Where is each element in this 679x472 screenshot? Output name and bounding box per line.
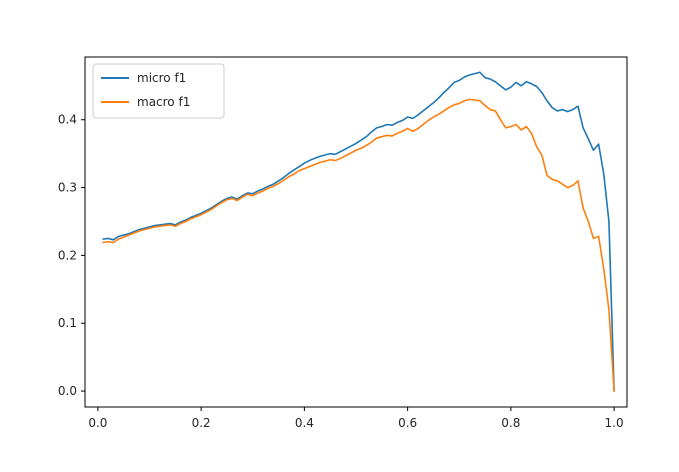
plot-frame bbox=[84, 56, 628, 408]
y-tick-label: 0.1 bbox=[58, 316, 77, 330]
series-line-macro-f1 bbox=[102, 98, 615, 392]
legend-label: macro f1 bbox=[137, 95, 190, 109]
x-tick-label: 0.8 bbox=[501, 416, 520, 430]
y-tick-label: 0.0 bbox=[58, 384, 77, 398]
series-layer bbox=[102, 71, 615, 392]
x-tick-label: 0.6 bbox=[398, 416, 417, 430]
x-tick-label: 0.2 bbox=[192, 416, 211, 430]
y-axis: 0.0 0.1 0.2 0.3 0.4 bbox=[58, 113, 85, 398]
x-axis: 0.0 0.2 0.4 0.6 0.8 1.0 bbox=[88, 407, 624, 430]
legend-label: micro f1 bbox=[137, 71, 186, 85]
x-tick-label: 1.0 bbox=[605, 416, 624, 430]
legend: micro f1 macro f1 bbox=[92, 63, 225, 119]
series-line-micro-f1 bbox=[102, 71, 615, 392]
x-tick-label: 0.4 bbox=[295, 416, 314, 430]
x-tick-label: 0.0 bbox=[88, 416, 107, 430]
y-tick-label: 0.3 bbox=[58, 181, 77, 195]
y-tick-label: 0.4 bbox=[58, 113, 77, 127]
y-tick-label: 0.2 bbox=[58, 248, 77, 262]
